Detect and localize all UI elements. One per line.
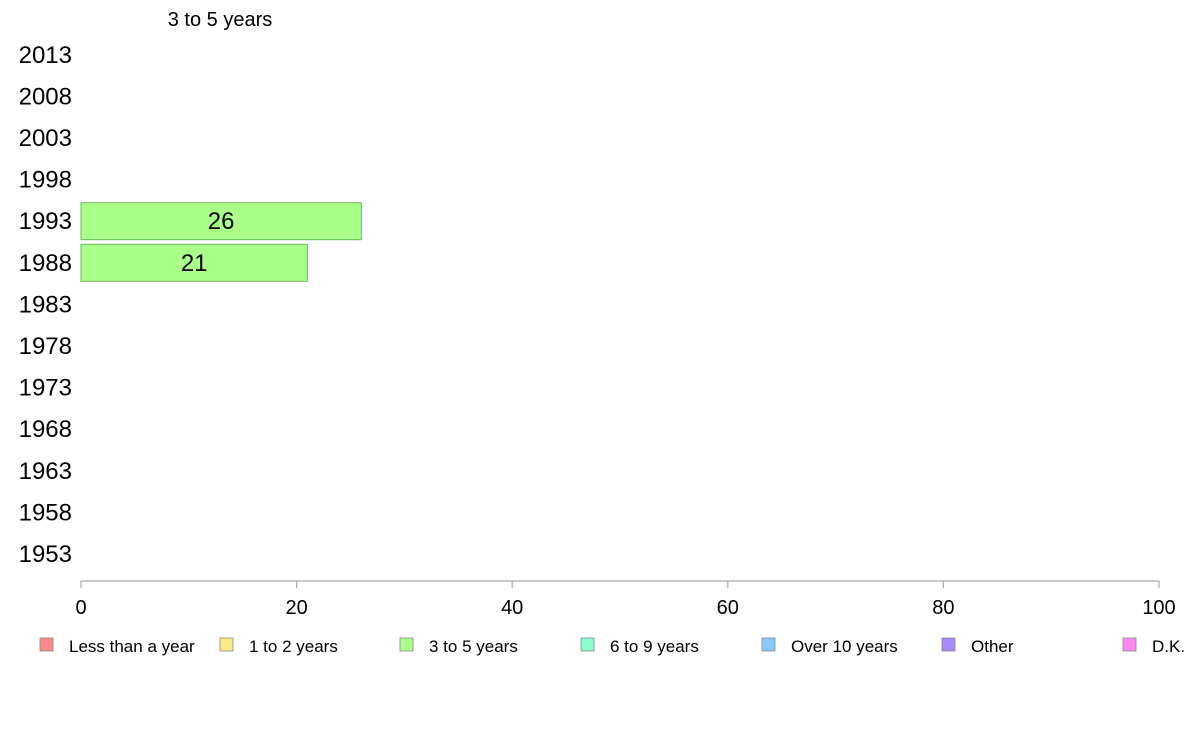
legend-swatch (941, 637, 956, 652)
legend: Less than a year 1 to 2 years 3 to 5 years… (39, 637, 1185, 656)
category-label: 1958 (19, 499, 72, 526)
category-label: 1998 (19, 167, 72, 194)
category-label: 1983 (19, 291, 72, 318)
x-tick-label: 100 (1142, 597, 1175, 619)
legend-swatch (39, 637, 54, 652)
category-label: 1953 (19, 541, 72, 568)
x-tick-label: 20 (285, 597, 307, 619)
category-label: 2003 (19, 125, 72, 152)
legend-label: 6 to 9 years (610, 637, 699, 656)
legend-swatch (399, 637, 414, 652)
category-label: 1973 (19, 375, 72, 402)
legend-swatch (219, 637, 234, 652)
category-label: 2008 (19, 83, 72, 110)
x-tick-label: 40 (501, 597, 523, 619)
legend-swatch (580, 637, 595, 652)
x-tick-label: 80 (932, 597, 954, 619)
category-label: 1968 (19, 416, 72, 443)
legend-label: 3 to 5 years (429, 637, 518, 656)
category-labels: 2013 2008 2003 1998 1993 1988 1983 1978 1973 1968… (19, 42, 72, 568)
bar-value-label: 21 (181, 250, 208, 277)
legend-swatch (1122, 637, 1137, 652)
legend-label: 1 to 2 years (249, 637, 338, 656)
category-label: 2013 (19, 42, 72, 69)
category-label: 1963 (19, 458, 72, 485)
legend-label: Over 10 years (791, 637, 898, 656)
category-label: 1993 (19, 208, 72, 235)
category-label: 1988 (19, 250, 72, 277)
x-axis: 0 20 40 60 80 100 (75, 580, 1176, 619)
legend-label: Other (971, 637, 1014, 656)
bar (80, 202, 362, 241)
legend-label: Less than a year (69, 637, 195, 656)
x-tick-label: 60 (717, 597, 739, 619)
x-tick-label: 0 (75, 597, 86, 619)
category-label: 1978 (19, 333, 72, 360)
legend-label: D.K. (1152, 637, 1185, 656)
bar (80, 243, 308, 282)
bar-value-label: 26 (208, 208, 235, 235)
legend-swatch (761, 637, 776, 652)
chart-title: 3 to 5 years (168, 9, 273, 31)
